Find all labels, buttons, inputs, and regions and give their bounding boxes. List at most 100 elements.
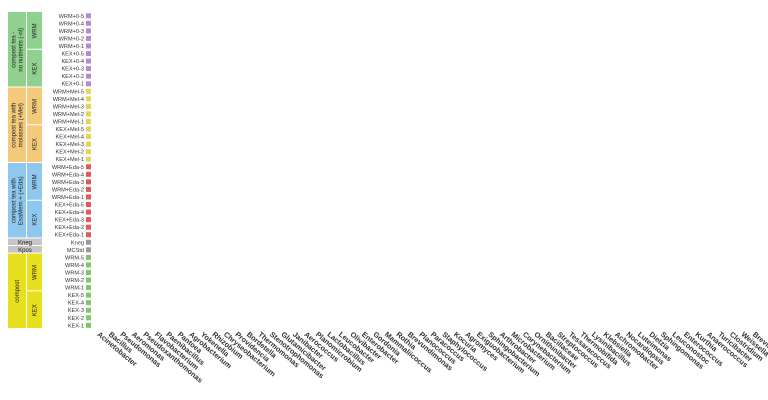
row-label: KEX+Eda-4 xyxy=(55,210,84,216)
row-swatch xyxy=(86,81,91,87)
row-swatch xyxy=(86,217,91,223)
subgroup-label: KEX xyxy=(33,304,39,316)
row-swatch xyxy=(86,247,91,253)
subgroup-bar xyxy=(27,291,42,329)
subgroup-bar xyxy=(27,49,42,87)
row-swatch xyxy=(86,111,91,117)
row-swatch xyxy=(86,20,91,26)
row-label: WRM+0-3 xyxy=(59,29,84,35)
row-label: WRM+Eda-2 xyxy=(52,187,84,193)
row-label: KEX-3 xyxy=(68,308,84,314)
row-swatch xyxy=(86,269,91,275)
subgroup-bar xyxy=(27,125,42,162)
row-swatch xyxy=(86,28,91,34)
row-swatch xyxy=(86,315,91,321)
row-label: KEX+Eda-5 xyxy=(55,203,84,209)
row-label: KEX+Mel-3 xyxy=(56,142,84,148)
row-swatch xyxy=(86,58,91,64)
row-label: KEX-1 xyxy=(68,323,84,329)
row-swatch xyxy=(86,51,91,57)
row-swatch xyxy=(86,322,91,328)
group-label: compost tea withmolasses (+Mel) xyxy=(12,103,25,148)
group-bar xyxy=(8,163,26,238)
subgroup-bar xyxy=(27,253,42,291)
row-label: KEX+Mel-4 xyxy=(56,135,84,141)
row-swatch xyxy=(86,134,91,140)
row-label: KEX-4 xyxy=(68,301,84,307)
row-swatch xyxy=(86,300,91,306)
row-label: KEX+Mel-2 xyxy=(56,150,84,156)
subgroup-bar xyxy=(27,200,42,238)
row-label: KEX-2 xyxy=(68,316,84,322)
row-label: WRM+0-4 xyxy=(59,21,84,27)
row-swatch xyxy=(86,254,91,260)
row-label: WRM-1 xyxy=(65,286,84,292)
row-swatch xyxy=(86,277,91,283)
row-label: WRM+Mel-1 xyxy=(53,119,84,125)
row-swatch xyxy=(86,66,91,72)
row-label: WRM+Mel-5 xyxy=(53,89,84,95)
row-swatch xyxy=(86,262,91,268)
row-swatch xyxy=(86,96,91,102)
row-label: KEX+0-3 xyxy=(61,67,84,73)
group-label: compost tea withEsaMem + (+Eda) xyxy=(12,176,25,225)
row-swatch xyxy=(86,141,91,147)
group-label: Kpos xyxy=(18,248,32,254)
row-swatch xyxy=(86,149,91,155)
row-swatch xyxy=(86,171,91,177)
column-labels: AcinetobacterBacillusPseudomonasAeromona… xyxy=(95,330,768,385)
row-label: KEX+Eda-1 xyxy=(55,233,84,239)
group-label: Kneg xyxy=(18,240,32,246)
row-swatch xyxy=(86,164,91,170)
subgroup-label: WRM xyxy=(33,99,39,114)
subgroup-label: KEX xyxy=(33,63,39,75)
row-label: WRM+Eda-4 xyxy=(52,172,84,178)
row-swatches xyxy=(86,13,91,328)
row-swatch xyxy=(86,307,91,313)
row-swatch xyxy=(86,232,91,238)
row-swatch xyxy=(86,292,91,298)
group-bar xyxy=(8,246,42,253)
row-label: KEX+0-1 xyxy=(61,82,84,88)
row-swatch xyxy=(86,202,91,208)
row-label: KEX+0-2 xyxy=(61,74,84,80)
row-swatch xyxy=(86,179,91,185)
row-label: WRM-5 xyxy=(65,255,84,261)
row-label: Kneg xyxy=(71,240,84,246)
group-bar xyxy=(8,12,26,87)
row-swatch xyxy=(86,13,91,19)
row-swatch xyxy=(86,186,91,192)
row-label: WRM+Eda-1 xyxy=(52,195,84,201)
row-label: WRM+Eda-5 xyxy=(52,165,84,171)
group-bar xyxy=(8,253,26,329)
row-label: WRM+0-5 xyxy=(59,14,84,20)
row-swatch xyxy=(86,103,91,109)
group-bars: compost tea -no nutrients (-nl) compost t… xyxy=(8,12,42,329)
row-label: WRM-2 xyxy=(65,278,84,284)
row-label: KEX+0-5 xyxy=(61,52,84,58)
row-label: KEX+Eda-3 xyxy=(55,218,84,224)
row-label: KEX+Eda-2 xyxy=(55,225,84,231)
row-label: MCStd xyxy=(67,248,84,254)
row-swatch xyxy=(86,43,91,49)
subgroup-label: KEX xyxy=(33,138,39,150)
row-swatch xyxy=(86,126,91,132)
group-label: compost xyxy=(15,280,21,303)
subgroup-bar xyxy=(27,12,42,49)
row-label: WRM+Eda-3 xyxy=(52,180,84,186)
row-label: KEX+Mel-5 xyxy=(56,127,84,133)
row-label: WRM+Mel-2 xyxy=(53,112,84,118)
row-swatch xyxy=(86,156,91,162)
subgroup-label: WRM xyxy=(33,265,39,280)
row-label: KEX+Mel-1 xyxy=(56,157,84,163)
row-swatch xyxy=(86,35,91,41)
row-label: WRM-3 xyxy=(65,270,84,276)
group-bar xyxy=(8,238,42,246)
row-swatch xyxy=(86,88,91,94)
subgroup-bar xyxy=(27,163,42,200)
subgroup-label: WRM xyxy=(33,174,39,189)
row-label: KEX-5 xyxy=(68,293,84,299)
row-swatch xyxy=(86,285,91,291)
